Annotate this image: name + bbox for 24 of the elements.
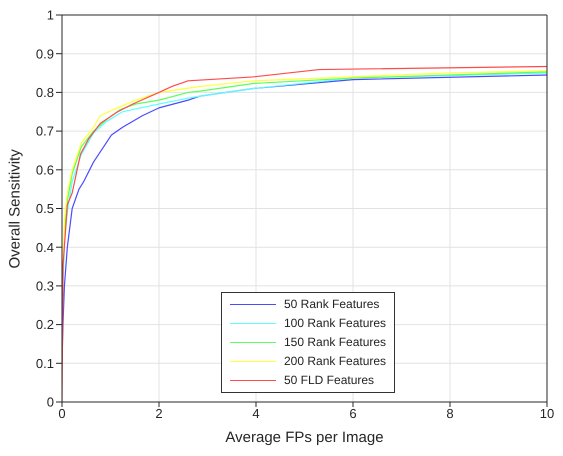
y-tick-label: 0 <box>46 394 54 410</box>
x-tick-label: 0 <box>58 406 66 422</box>
legend-label: 50 Rank Features <box>284 296 380 313</box>
y-tick-label: 0.6 <box>36 162 54 178</box>
y-tick-label: 0.9 <box>36 46 54 62</box>
legend-label: 200 Rank Features <box>284 353 386 370</box>
x-tick-label: 6 <box>349 406 357 422</box>
y-tick-label: 0.4 <box>36 240 54 255</box>
legend-label: 150 Rank Features <box>284 334 386 351</box>
x-tick-label: 4 <box>252 406 260 422</box>
legend-label: 100 Rank Features <box>284 315 386 332</box>
y-tick-label: 0.2 <box>36 317 54 332</box>
y-tick-label: 0.5 <box>36 201 54 216</box>
y-tick-label: 0.7 <box>36 124 54 139</box>
legend-label: 50 FLD Features <box>284 372 374 389</box>
y-tick-label: 0.3 <box>36 278 54 294</box>
x-tick-label: 8 <box>446 406 454 422</box>
x-tick-label: 10 <box>540 406 554 422</box>
y-tick-label: 0.8 <box>36 85 54 100</box>
x-axis-title: Average FPs per Image <box>225 429 384 446</box>
y-tick-label: 0.1 <box>36 356 54 371</box>
y-tick-label: 1 <box>46 8 54 23</box>
x-tick-label: 2 <box>155 406 163 422</box>
y-axis-title: Overall Sensitivity <box>6 148 24 268</box>
